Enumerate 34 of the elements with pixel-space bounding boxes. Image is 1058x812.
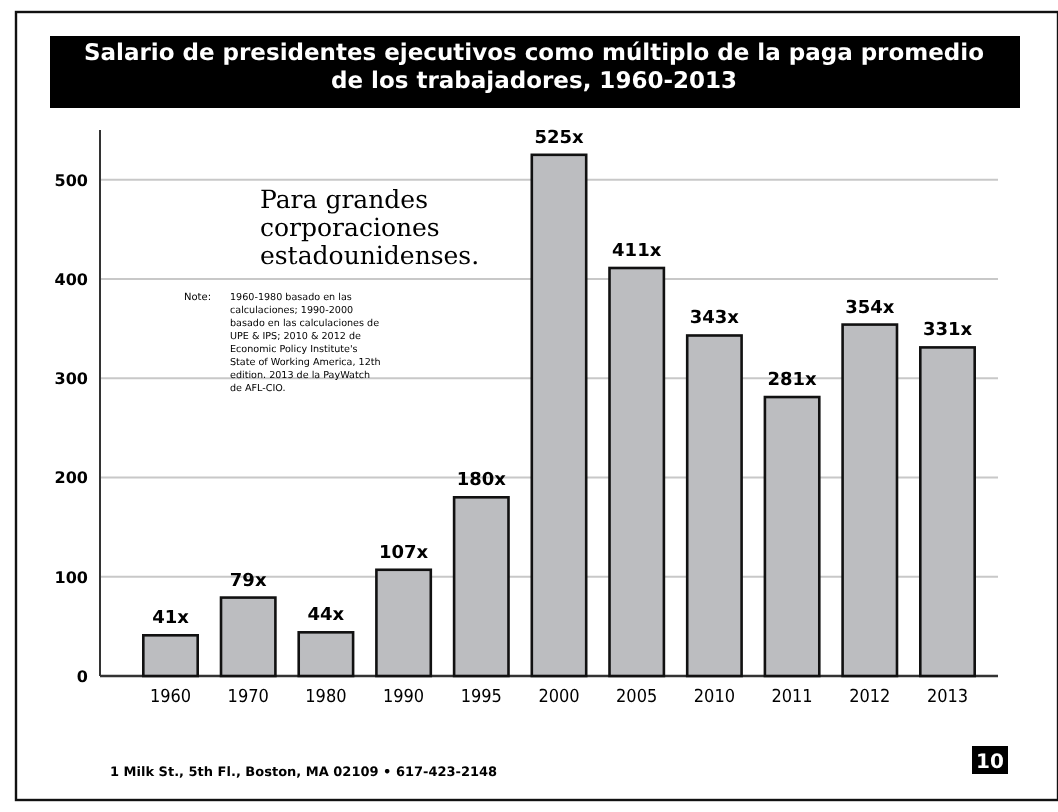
chart-title: Salario de presidentes ejecutivos como múltiplo de la paga promedio de los trabajadores, 1960-2013	[83, 38, 985, 94]
data-label: 343x	[689, 309, 740, 330]
x-tick-label: 2000	[538, 688, 580, 708]
annotation: Para grandes corporaciones estadounidenses.	[260, 184, 480, 270]
data-label: 281x	[767, 371, 818, 392]
x-tick-label: 2005	[616, 688, 658, 708]
y-tick-label: 500	[54, 171, 89, 190]
data-label: 525x	[534, 128, 584, 149]
data-label: 354x	[845, 298, 895, 319]
bar	[297, 631, 355, 678]
data-label: 107x	[379, 543, 429, 564]
bar	[142, 634, 199, 678]
bar	[219, 596, 277, 678]
data-label: 41x	[152, 609, 190, 630]
y-tick-label: 0	[76, 668, 89, 686]
data-label: 79x	[229, 571, 267, 592]
x-tick-label: 2011	[771, 688, 813, 708]
y-tick-label: 200	[54, 469, 89, 488]
y-tick-label: 300	[54, 370, 89, 389]
data-label: 331x	[922, 321, 973, 342]
x-tick-label: 2013	[926, 688, 969, 708]
x-tick-label: 2012	[849, 688, 891, 708]
y-tick-label: 100	[54, 568, 89, 587]
x-tick-label: 1980	[305, 688, 347, 708]
y-tick-label: 400	[54, 270, 89, 289]
x-tick-label: 1970	[227, 688, 269, 708]
x-tick-label: 1990	[382, 688, 425, 708]
data-label: 44x	[307, 606, 345, 627]
x-tick-label: 1995	[460, 688, 502, 708]
x-tick-label: 2010	[693, 688, 736, 708]
data-label: 411x	[612, 241, 662, 262]
text: 10	[976, 752, 1004, 774]
x-tick-label: 1960	[149, 688, 192, 708]
data-label: 180x	[456, 471, 507, 492]
